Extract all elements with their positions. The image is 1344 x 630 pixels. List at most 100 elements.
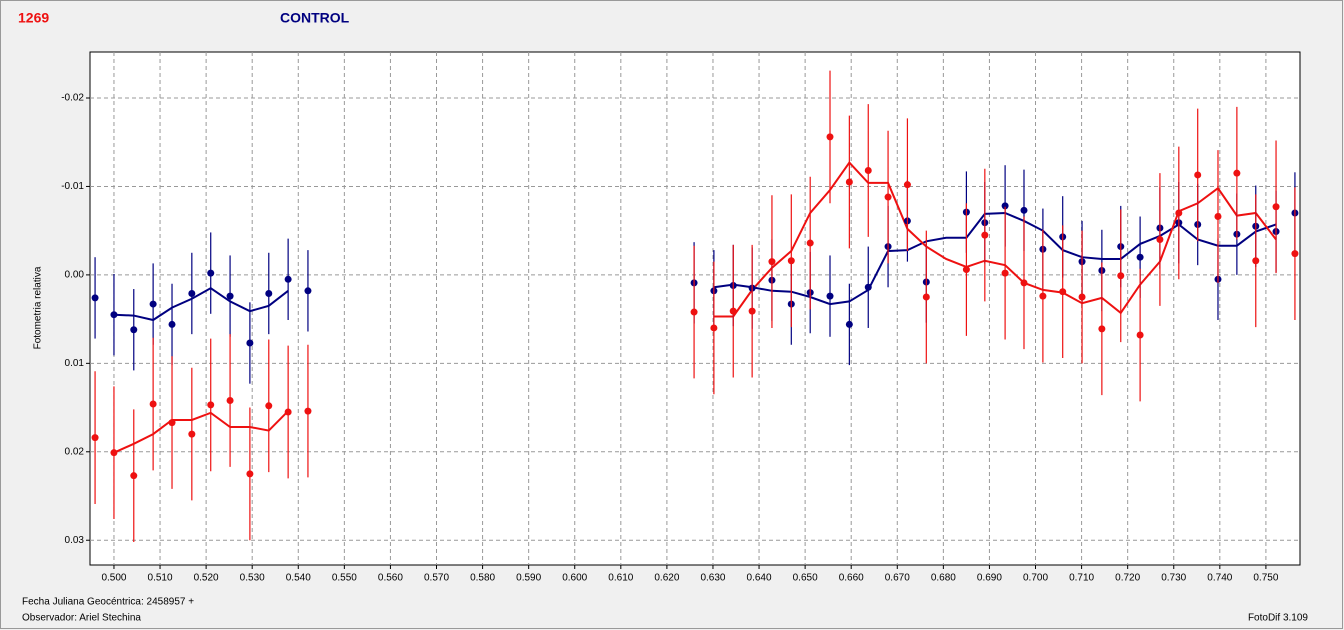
x-tick-label: 0.620 xyxy=(654,573,679,584)
chart-title: 1269 xyxy=(18,10,49,26)
footer-text: Observador: Ariel Stechina xyxy=(22,613,141,624)
trend-line xyxy=(113,286,289,322)
data-point xyxy=(864,167,872,175)
data-point xyxy=(188,289,196,297)
data-point xyxy=(690,308,698,316)
data-point xyxy=(1098,325,1106,333)
data-point xyxy=(110,449,118,457)
data-point xyxy=(110,311,118,319)
data-point xyxy=(768,258,776,266)
x-tick-label: 0.630 xyxy=(700,573,725,584)
data-point xyxy=(91,434,99,442)
x-tick-label: 0.510 xyxy=(148,573,173,584)
x-tick-label: 0.710 xyxy=(1069,573,1094,584)
data-point xyxy=(265,402,273,410)
data-point xyxy=(1156,236,1164,244)
data-point xyxy=(1252,257,1260,265)
data-point xyxy=(962,266,970,274)
data-point xyxy=(826,292,834,300)
data-point xyxy=(1136,331,1144,339)
x-tick-label: 0.720 xyxy=(1115,573,1140,584)
data-point xyxy=(1175,209,1183,217)
x-tick-label: 0.600 xyxy=(562,573,587,584)
chart-subtitle: CONTROL xyxy=(280,10,350,26)
data-point xyxy=(168,419,176,427)
data-point xyxy=(226,292,234,300)
data-point xyxy=(864,283,872,291)
data-point xyxy=(1214,213,1222,221)
data-point xyxy=(1194,171,1202,179)
data-point xyxy=(265,289,273,297)
x-tick-label: 0.730 xyxy=(1161,573,1186,584)
x-tick-label: 0.540 xyxy=(286,573,311,584)
x-tick-label: 0.640 xyxy=(747,573,772,584)
trend-line xyxy=(113,410,289,454)
data-point xyxy=(246,470,254,478)
data-point xyxy=(304,407,312,415)
data-point xyxy=(284,275,292,283)
x-tick-label: 0.740 xyxy=(1207,573,1232,584)
x-tick-label: 0.650 xyxy=(793,573,818,584)
x-tick-label: 0.570 xyxy=(424,573,449,584)
data-point xyxy=(729,307,737,315)
x-tick-label: 0.530 xyxy=(240,573,265,584)
x-tick-label: 0.610 xyxy=(608,573,633,584)
x-tick-label: 0.550 xyxy=(332,573,357,584)
data-point xyxy=(207,269,215,277)
data-point xyxy=(284,408,292,416)
data-point xyxy=(1117,272,1125,280)
data-point xyxy=(1291,250,1299,258)
data-point xyxy=(748,307,756,315)
x-tick-label: 0.750 xyxy=(1253,573,1278,584)
data-point xyxy=(188,430,196,438)
y-tick-label: 0.03 xyxy=(65,535,85,546)
data-point xyxy=(1136,253,1144,261)
data-point xyxy=(1078,293,1086,301)
x-tick-label: 0.700 xyxy=(1023,573,1048,584)
data-point xyxy=(1020,206,1028,214)
x-tick-label: 0.690 xyxy=(977,573,1002,584)
data-point xyxy=(787,257,795,265)
data-point xyxy=(845,320,853,328)
data-point xyxy=(884,193,892,201)
trend-line xyxy=(713,211,1277,306)
data-point xyxy=(1272,203,1280,211)
x-tick-label: 0.500 xyxy=(101,573,126,584)
x-tick-label: 0.560 xyxy=(378,573,403,584)
data-point xyxy=(806,239,814,247)
data-point xyxy=(149,300,157,308)
data-point xyxy=(826,133,834,141)
y-tick-label: -0.02 xyxy=(61,93,84,104)
data-point xyxy=(130,472,138,480)
data-point xyxy=(845,178,853,186)
data-point xyxy=(246,339,254,347)
data-point xyxy=(149,400,157,408)
y-tick-label: 0.02 xyxy=(65,446,85,457)
y-tick-label: 0.01 xyxy=(65,358,85,369)
data-point xyxy=(1001,202,1009,210)
y-tick-label: 0.00 xyxy=(65,270,85,281)
data-point xyxy=(1233,169,1241,177)
data-point xyxy=(91,294,99,302)
x-tick-label: 0.680 xyxy=(931,573,956,584)
data-point xyxy=(207,401,215,409)
data-point xyxy=(981,231,989,239)
x-tick-label: 0.590 xyxy=(516,573,541,584)
y-tick-label: -0.01 xyxy=(61,181,84,192)
x-tick-label: 0.520 xyxy=(194,573,219,584)
trend-line xyxy=(713,160,1277,318)
footer-text: FotoDif 3.109 xyxy=(1248,613,1308,624)
y-axis-label: Fotometria relativa xyxy=(33,266,44,349)
data-point xyxy=(168,320,176,328)
data-point xyxy=(130,326,138,334)
x-tick-label: 0.660 xyxy=(839,573,864,584)
plot-area xyxy=(89,51,1301,566)
data-point xyxy=(922,293,930,301)
footer-text: Fecha Juliana Geocéntrica: 2458957 + xyxy=(22,597,194,608)
data-point xyxy=(1039,292,1047,300)
x-tick-label: 0.670 xyxy=(885,573,910,584)
data-point xyxy=(903,181,911,189)
data-point xyxy=(1059,288,1067,296)
data-point xyxy=(1020,279,1028,287)
